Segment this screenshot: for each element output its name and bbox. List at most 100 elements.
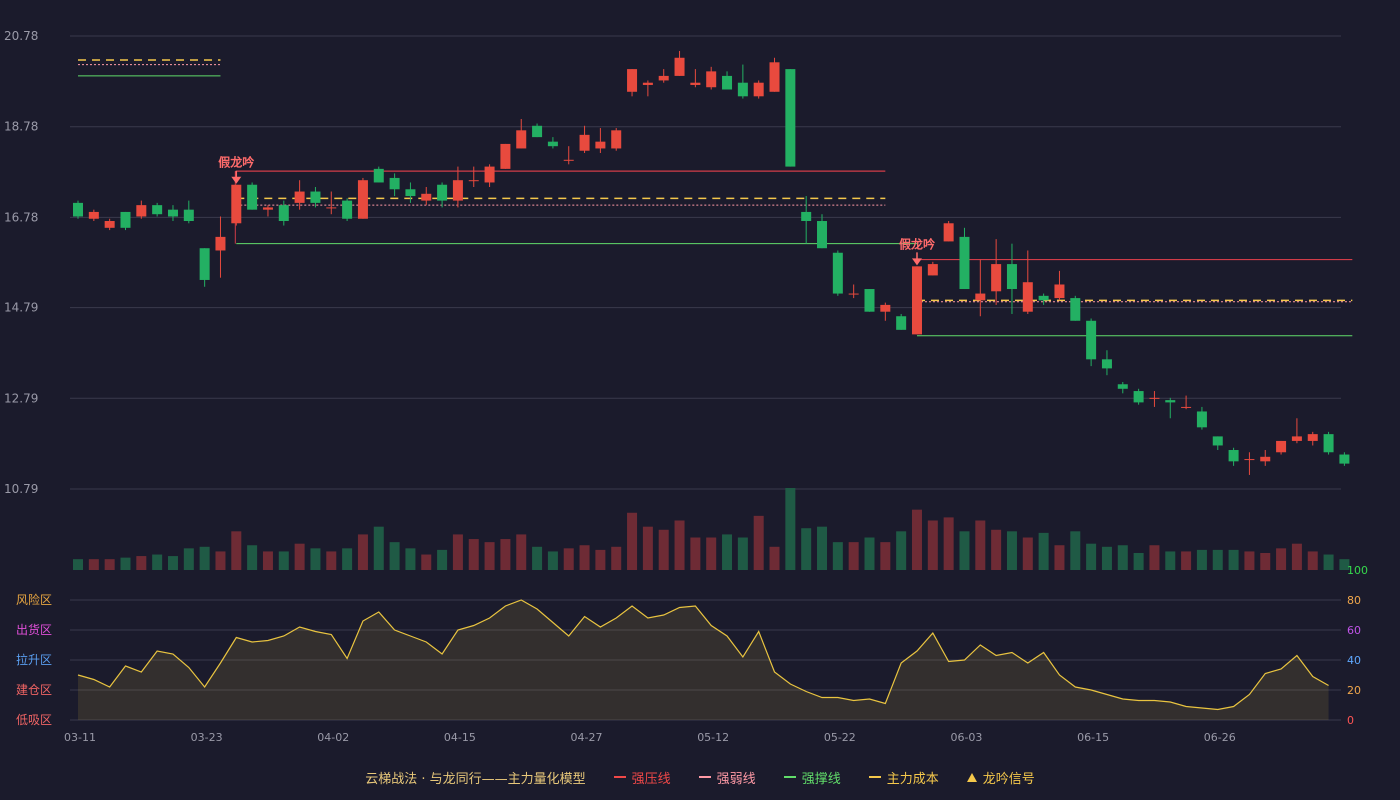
candle bbox=[880, 302, 891, 321]
volume-bar bbox=[1244, 551, 1255, 570]
candle-body bbox=[405, 189, 416, 197]
legend-label: 强压线 bbox=[631, 771, 671, 787]
volume-bar bbox=[88, 559, 99, 570]
volume-bar bbox=[1196, 549, 1207, 570]
legend-item-cost[interactable]: 主力成本 bbox=[868, 768, 939, 787]
candle-body bbox=[120, 211, 131, 228]
osc-tick-label: 20 bbox=[1347, 684, 1361, 697]
legend-label: 强撑线 bbox=[801, 771, 841, 787]
legend-item-strength[interactable]: 强弱线 bbox=[698, 768, 756, 787]
legend-item-signal[interactable]: 龙吟信号 bbox=[966, 768, 1035, 787]
candle-body bbox=[152, 205, 163, 215]
volume-bar bbox=[896, 531, 907, 570]
volume-bar bbox=[1101, 546, 1112, 570]
date-tick-label: 06-26 bbox=[1204, 731, 1236, 744]
volume-bar bbox=[373, 526, 384, 570]
signal-triangle-icon bbox=[966, 772, 977, 782]
candle bbox=[927, 261, 938, 276]
cost-swatch bbox=[868, 776, 881, 778]
zone-label: 出货区 bbox=[16, 622, 52, 637]
candle-body bbox=[357, 180, 368, 219]
candle bbox=[1165, 397, 1176, 419]
candle bbox=[864, 289, 875, 312]
candle-body bbox=[769, 62, 780, 92]
candle-body bbox=[373, 168, 384, 183]
volume-bar bbox=[120, 557, 131, 570]
candle-body bbox=[484, 166, 495, 183]
candle bbox=[231, 184, 242, 226]
legend-item-support[interactable]: 强撑线 bbox=[783, 768, 841, 787]
candle-body bbox=[579, 134, 590, 151]
volume-bar bbox=[959, 531, 970, 570]
volume-bar bbox=[215, 551, 226, 570]
volume-bar bbox=[769, 546, 780, 570]
candle-body bbox=[832, 252, 843, 294]
candle-body bbox=[199, 248, 210, 280]
legend-label: 强弱线 bbox=[716, 771, 756, 787]
volume-bar bbox=[1070, 531, 1081, 570]
volume-bar bbox=[231, 531, 242, 570]
volume-bar bbox=[801, 528, 812, 570]
date-tick-label: 04-27 bbox=[571, 731, 603, 744]
candle bbox=[500, 143, 511, 169]
candle bbox=[1022, 250, 1033, 314]
candle-body bbox=[421, 193, 432, 201]
candle-body bbox=[642, 82, 653, 85]
candle-body bbox=[104, 221, 115, 228]
candle bbox=[801, 196, 812, 244]
date-tick-label: 06-03 bbox=[950, 731, 982, 744]
candle bbox=[247, 182, 258, 210]
legend-item-resistance[interactable]: 强压线 bbox=[613, 768, 671, 787]
candle-body bbox=[959, 236, 970, 290]
volume-bar bbox=[1323, 554, 1334, 570]
candle bbox=[595, 128, 606, 153]
candle-body bbox=[1006, 264, 1017, 290]
candlesticks bbox=[73, 50, 1350, 475]
osc-area bbox=[78, 600, 1329, 720]
candle bbox=[357, 177, 368, 219]
candle-body bbox=[927, 264, 938, 276]
candle bbox=[73, 200, 83, 219]
zone-label: 低吸区 bbox=[16, 713, 52, 727]
candle bbox=[722, 71, 733, 90]
candle bbox=[706, 66, 717, 90]
signal-arrow-icon bbox=[231, 176, 242, 184]
volume-bar bbox=[294, 543, 305, 570]
volume-bar bbox=[674, 520, 685, 570]
date-axis-labels: 03-11 03-23 04-02 04-15 04-27 05-12 05-22 06-03… bbox=[64, 731, 1236, 744]
strength-swatch bbox=[698, 776, 711, 778]
volume-bar bbox=[310, 548, 321, 570]
candle bbox=[690, 69, 701, 88]
candle bbox=[215, 216, 226, 278]
candle bbox=[1276, 440, 1287, 455]
volume-bar bbox=[611, 546, 622, 570]
signal-marker: 假龙吟 bbox=[218, 155, 254, 184]
volume-bar bbox=[1117, 545, 1128, 570]
volume-bar bbox=[1212, 549, 1223, 570]
candle bbox=[120, 211, 131, 231]
candle bbox=[959, 227, 970, 290]
candle-body bbox=[864, 289, 875, 312]
volume-bar bbox=[627, 512, 638, 570]
legend-title: 云梯战法 · 与龙同行——主力量化模型 bbox=[365, 771, 586, 787]
candle-body bbox=[658, 75, 669, 81]
candle bbox=[183, 200, 194, 224]
resistance-swatch bbox=[613, 776, 626, 778]
candle bbox=[896, 313, 907, 330]
volume-bar bbox=[421, 554, 432, 570]
candle-body bbox=[911, 266, 922, 335]
candle-body bbox=[468, 180, 479, 182]
candle-body bbox=[1228, 450, 1239, 462]
candle bbox=[658, 69, 669, 83]
candle-body bbox=[1070, 298, 1081, 321]
candle-body bbox=[231, 184, 242, 224]
candle-body bbox=[73, 202, 83, 217]
volume-bar bbox=[73, 559, 83, 570]
candle-body bbox=[437, 184, 448, 201]
candle bbox=[1260, 450, 1271, 466]
candle bbox=[1307, 431, 1318, 446]
candle bbox=[437, 182, 448, 208]
volume-bar bbox=[1165, 551, 1176, 570]
candle-body bbox=[880, 304, 891, 312]
